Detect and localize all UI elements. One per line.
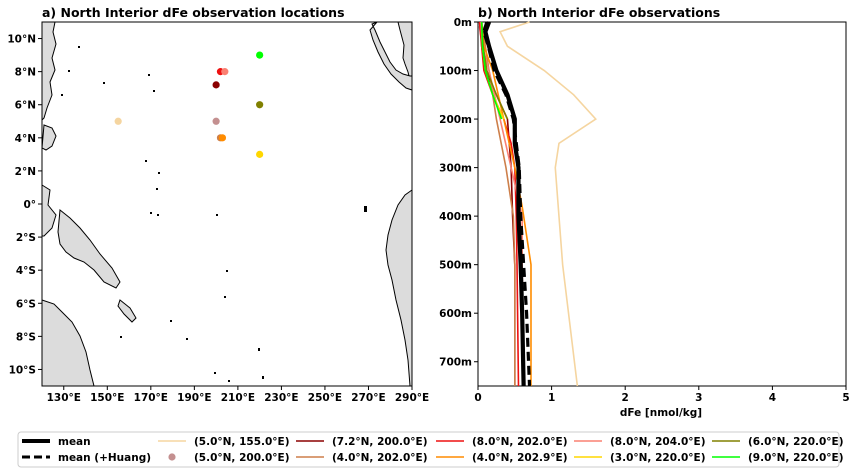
observation-point	[256, 150, 264, 158]
profile-x-tick-label: 5	[842, 392, 849, 404]
map-x-tick-label: 170°E	[134, 392, 168, 404]
legend-label: (9.0°N, 220.0°E)	[748, 452, 844, 464]
islands	[61, 46, 367, 382]
map-y-tick-label: 8°S	[16, 331, 36, 343]
legend-label: mean (+Huang)	[58, 452, 151, 464]
map-y-tick-label: 0°	[23, 199, 36, 211]
profile-title: b) North Interior dFe observations	[478, 5, 720, 20]
land-south-america	[385, 189, 413, 387]
profile-y-tick-label: 300m	[439, 163, 472, 175]
profile-x-tick-label: 2	[622, 392, 629, 404]
profile-y-tick-label: 400m	[439, 211, 472, 223]
legend-label: (4.0°N, 202.9°E)	[472, 452, 568, 464]
profile-series-line	[480, 21, 503, 120]
profile-x-tick-label: 4	[769, 392, 776, 404]
legend-label: (7.2°N, 200.0°E)	[332, 436, 428, 448]
x-axis-label: dFe [nmol/kg]	[620, 407, 702, 419]
profile-frame	[477, 21, 847, 387]
observation-points	[114, 51, 264, 158]
profile-x-tick-label: 1	[548, 392, 555, 404]
map-y-tick-label: 6°N	[15, 100, 36, 112]
profile-y-tick-label: 500m	[439, 260, 472, 272]
land-new-guinea	[57, 209, 121, 289]
map-y-tick-label: 2°N	[15, 166, 36, 178]
map-axes: 130°E 150°E 170°E 190°E 210°E 230°E 250°E 270°E…	[7, 34, 429, 404]
legend-marker	[168, 453, 176, 461]
land-solomon	[117, 299, 137, 323]
map-x-tick-label: 230°E	[264, 392, 298, 404]
map-title: a) North Interior dFe observation locati…	[42, 5, 345, 20]
map-x-tick-label: 290°E	[395, 392, 429, 404]
observation-point	[218, 134, 227, 142]
map-y-tick-label: 2°S	[16, 232, 36, 244]
observation-point	[256, 51, 264, 59]
legend: mean mean (+Huang) (5.0°N, 155.0°E) (5.0°N,…	[17, 431, 844, 468]
map-x-tick-label: 210°E	[221, 392, 255, 404]
legend-label: (8.0°N, 202.0°E)	[472, 436, 568, 448]
profile-series-line	[478, 21, 520, 387]
map-y-tick-label: 4°N	[15, 133, 36, 145]
map-y-tick-label: 10°N	[7, 34, 36, 46]
profile-y-tick-label: 700m	[439, 357, 472, 369]
observation-point	[212, 117, 220, 125]
profile-x-tick-label: 0	[474, 392, 481, 404]
map-background	[42, 22, 412, 386]
legend-label: (8.0°N, 204.0°E)	[610, 436, 706, 448]
profile-series-line	[498, 21, 597, 387]
map-x-tick-label: 270°E	[351, 392, 385, 404]
profile-y-tick-label: 200m	[439, 114, 472, 126]
observation-point	[212, 81, 220, 89]
land-masses	[41, 21, 413, 387]
profile-lines	[478, 21, 597, 387]
legend-label: (5.0°N, 155.0°E)	[194, 436, 290, 448]
map-x-tick-label: 150°E	[90, 392, 124, 404]
map-panel: a) North Interior dFe observation locati…	[7, 5, 429, 404]
map-y-tick-label: 6°S	[16, 298, 36, 310]
map-x-tick-label: 190°E	[177, 392, 211, 404]
legend-label: (4.0°N, 202.0°E)	[332, 452, 428, 464]
land-philippines	[41, 21, 57, 122]
profile-y-tick-label: 600m	[439, 308, 472, 320]
profile-y-tick-label: 100m	[439, 66, 472, 78]
profile-panel: b) North Interior dFe observations 0 1 2 3 4…	[439, 5, 850, 419]
map-x-tick-label: 130°E	[47, 392, 81, 404]
observation-point	[114, 117, 122, 125]
profile-axes: 0 1 2 3 4 5 0m 100m 200m 300m 400m 500m 600m 700m	[439, 17, 850, 404]
profile-y-tick-label: 0m	[454, 17, 472, 29]
observation-point	[221, 68, 229, 76]
profile-x-tick-label: 3	[695, 392, 702, 404]
observation-point	[256, 101, 264, 109]
profile-series-line	[480, 21, 532, 386]
legend-label: (5.0°N, 200.0°E)	[194, 452, 290, 464]
map-y-tick-label: 8°N	[15, 67, 36, 79]
mean-line	[483, 21, 526, 387]
legend-frame	[17, 431, 840, 468]
map-y-tick-label: 10°S	[9, 364, 36, 376]
legend-label: (3.0°N, 220.0°E)	[610, 452, 706, 464]
legend-label: mean	[58, 436, 91, 448]
legend-label: (6.0°N, 220.0°E)	[748, 436, 844, 448]
map-y-tick-label: 4°S	[16, 265, 36, 277]
map-x-tick-label: 250°E	[308, 392, 342, 404]
